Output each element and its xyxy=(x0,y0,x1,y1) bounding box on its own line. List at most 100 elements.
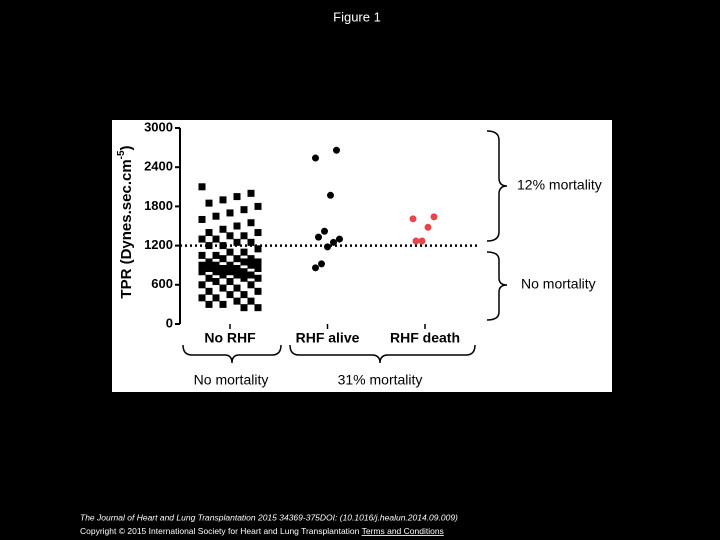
x-tick-label: RHF death xyxy=(390,330,460,346)
x-tick-label: No RHF xyxy=(204,330,256,346)
point xyxy=(336,235,343,243)
point xyxy=(212,235,220,243)
annotation: No mortality xyxy=(194,372,269,388)
point xyxy=(247,189,255,197)
point xyxy=(226,209,234,217)
point xyxy=(212,278,220,286)
point xyxy=(324,243,331,251)
bracket-upper xyxy=(486,130,508,242)
point xyxy=(226,268,234,276)
point xyxy=(409,215,417,223)
point xyxy=(254,229,262,237)
y-tick-label: 600 xyxy=(151,276,173,291)
point xyxy=(226,248,234,256)
point xyxy=(233,271,241,279)
x-tick-label: RHF alive xyxy=(296,330,360,346)
point xyxy=(219,264,227,272)
point xyxy=(205,242,213,250)
point xyxy=(247,261,255,269)
plot: 0 600 1200 1800 2400 3000 No RHF RHF alive RHF d… xyxy=(144,119,478,346)
point xyxy=(212,212,220,220)
figure-panel xyxy=(112,120,612,392)
footer-journal: The Journal of Heart and Lung Transplant… xyxy=(80,512,458,522)
point xyxy=(254,274,262,282)
point xyxy=(315,233,322,241)
brackets xyxy=(182,130,508,364)
point xyxy=(247,281,255,289)
point xyxy=(226,278,234,286)
y-label-main: TPR (Dynes.sec.cm xyxy=(118,159,135,298)
point xyxy=(205,274,213,282)
y-tick-label: 3000 xyxy=(144,119,173,134)
bracket-bottom-right xyxy=(289,344,476,364)
point xyxy=(233,284,241,292)
point xyxy=(212,251,220,259)
point xyxy=(233,297,241,305)
point xyxy=(205,258,213,266)
point xyxy=(247,271,255,279)
point xyxy=(247,255,255,263)
bracket-lower xyxy=(486,251,508,321)
point xyxy=(219,300,227,308)
point xyxy=(226,261,234,269)
y-tick-label: 2400 xyxy=(144,159,173,174)
point xyxy=(312,154,319,162)
annotation: No mortality xyxy=(521,276,596,292)
point xyxy=(254,245,262,253)
point xyxy=(212,261,220,269)
point xyxy=(205,300,213,308)
slide-title: Figure 1 xyxy=(333,9,381,24)
point xyxy=(412,237,420,245)
annotation: 31% mortality xyxy=(338,372,423,388)
terms-link[interactable]: Terms and Conditions xyxy=(362,526,444,536)
point xyxy=(205,229,213,237)
point xyxy=(198,281,206,289)
point xyxy=(330,238,337,246)
point xyxy=(219,271,227,279)
point xyxy=(240,304,248,312)
point xyxy=(212,294,220,302)
point xyxy=(198,215,206,223)
point xyxy=(240,258,248,266)
point xyxy=(219,196,227,204)
point xyxy=(240,248,248,256)
y-tick-label: 1800 xyxy=(144,198,173,213)
point xyxy=(240,274,248,282)
bracket-bottom-left xyxy=(182,344,282,364)
y-label-end: ) xyxy=(118,145,135,150)
annotation: 12% mortality xyxy=(517,177,602,193)
point xyxy=(226,291,234,299)
point xyxy=(312,264,319,272)
point xyxy=(254,287,262,295)
point xyxy=(254,202,262,210)
point xyxy=(212,268,220,276)
y-tick-label: 0 xyxy=(166,315,173,330)
y-label-sup: -5 xyxy=(116,150,127,159)
point xyxy=(247,238,255,246)
point xyxy=(233,255,241,263)
point xyxy=(198,251,206,259)
point xyxy=(254,304,262,312)
point xyxy=(205,287,213,295)
point xyxy=(247,297,255,305)
point xyxy=(333,146,340,154)
point xyxy=(240,291,248,299)
point xyxy=(233,238,241,246)
point xyxy=(233,193,241,201)
point xyxy=(247,219,255,227)
point xyxy=(219,255,227,263)
point xyxy=(254,258,262,266)
point xyxy=(318,260,325,268)
point xyxy=(418,237,426,245)
point xyxy=(226,232,234,240)
point xyxy=(219,242,227,250)
point xyxy=(219,284,227,292)
footer-copyright: Copyright © 2015 International Society f… xyxy=(80,526,362,536)
point xyxy=(219,225,227,233)
point xyxy=(424,223,432,231)
point xyxy=(233,222,241,230)
point xyxy=(198,183,206,191)
point xyxy=(205,264,213,272)
point xyxy=(198,235,206,243)
